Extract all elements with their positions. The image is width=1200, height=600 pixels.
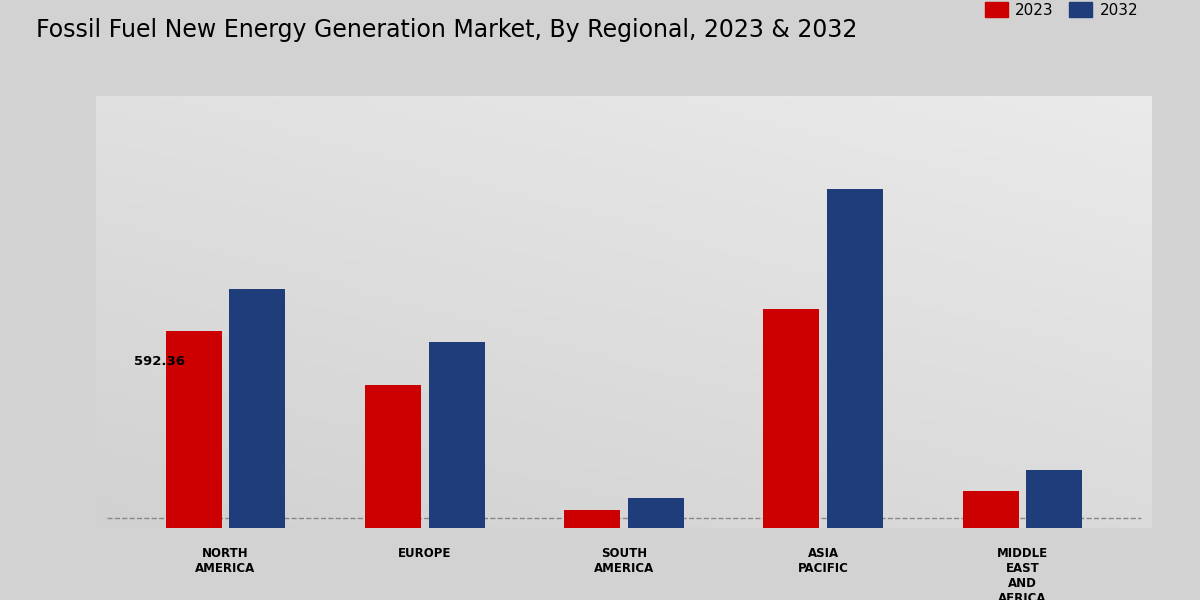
Text: 592.36: 592.36 <box>134 355 185 368</box>
Bar <box>827 189 883 528</box>
Legend: 2023, 2032: 2023, 2032 <box>978 0 1145 24</box>
Bar <box>628 498 684 528</box>
Bar <box>564 510 620 528</box>
Bar <box>229 289 286 528</box>
Bar <box>428 342 485 528</box>
Bar <box>365 385 421 528</box>
Bar <box>763 308 820 528</box>
Text: Fossil Fuel New Energy Generation Market, By Regional, 2023 & 2032: Fossil Fuel New Energy Generation Market… <box>36 18 857 42</box>
Bar <box>166 331 222 528</box>
Bar <box>1026 470 1082 528</box>
Bar <box>962 491 1019 528</box>
